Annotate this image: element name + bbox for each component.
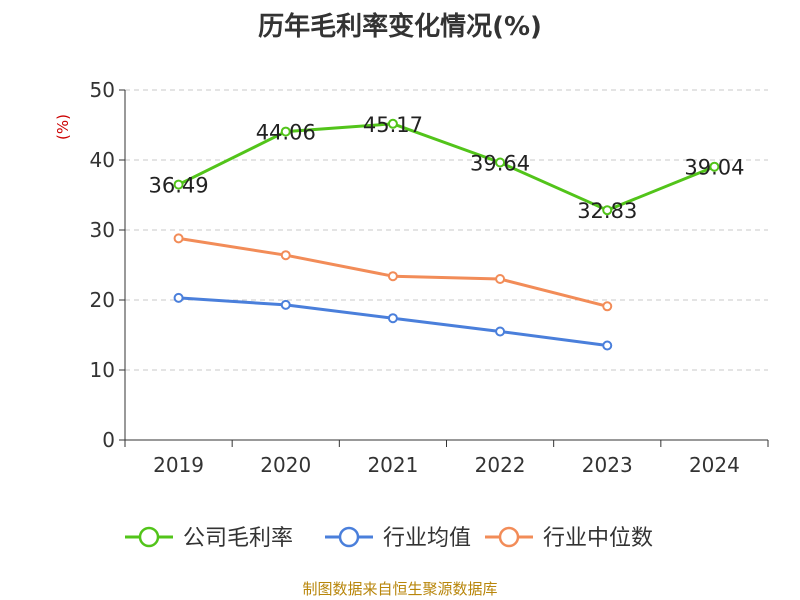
data-point [602, 205, 613, 216]
x-tick-label: 2019 [153, 453, 204, 477]
data-point [280, 299, 291, 310]
data-label: 39.64 [470, 152, 530, 176]
data-point [387, 313, 398, 324]
x-tick-label: 2024 [689, 453, 740, 477]
legend-label: 公司毛利率 [183, 526, 293, 551]
legend-label: 行业中位数 [543, 526, 653, 551]
data-labels: 36.49 44.06 45.17 39.64 32.83 39.04 [149, 113, 745, 223]
data-point [173, 292, 184, 303]
data-point [387, 271, 398, 282]
data-point [602, 301, 613, 312]
x-tick-label: 2023 [582, 453, 633, 477]
data-label: 45.17 [363, 113, 423, 137]
data-point [387, 118, 398, 129]
legend-marker [338, 526, 360, 548]
data-label: 32.83 [577, 199, 637, 223]
grid-lines [125, 89, 768, 371]
y-tick-label: 30 [90, 218, 115, 242]
x-tick-label: 2021 [367, 453, 418, 477]
data-label: 36.49 [149, 174, 209, 198]
data-point [173, 179, 184, 190]
series-lines [173, 118, 720, 351]
legend-marker [138, 526, 160, 548]
data-point [495, 326, 506, 337]
source-note: 制图数据来自恒生聚源数据库 [302, 580, 498, 598]
data-point [709, 161, 720, 172]
y-tick-label: 20 [90, 288, 115, 312]
chart-title: 历年毛利率变化情况(%) [258, 12, 542, 42]
y-axis-label: (%) [54, 114, 72, 140]
y-tick-label: 10 [90, 358, 115, 382]
x-tick-label: 2022 [475, 453, 526, 477]
data-label: 39.04 [684, 156, 744, 180]
y-tick-label: 0 [102, 428, 115, 452]
data-point [280, 250, 291, 261]
data-point [280, 126, 291, 137]
data-label: 44.06 [256, 121, 316, 145]
y-tick-label: 40 [90, 148, 115, 172]
axes: 0 10 20 30 40 50 (%) 2019 2020 2021 2022 2023 2024 [54, 78, 769, 477]
x-tick-label: 2020 [260, 453, 311, 477]
data-point [495, 274, 506, 284]
data-point [173, 233, 184, 244]
series-line [177, 122, 715, 212]
y-tick-label: 50 [90, 78, 115, 102]
legend-marker [498, 526, 520, 548]
data-point [602, 340, 613, 351]
legend: 公司毛利率 行业均值 行业中位数 [125, 526, 653, 551]
legend-label: 行业均值 [383, 526, 471, 551]
data-point [495, 157, 506, 168]
